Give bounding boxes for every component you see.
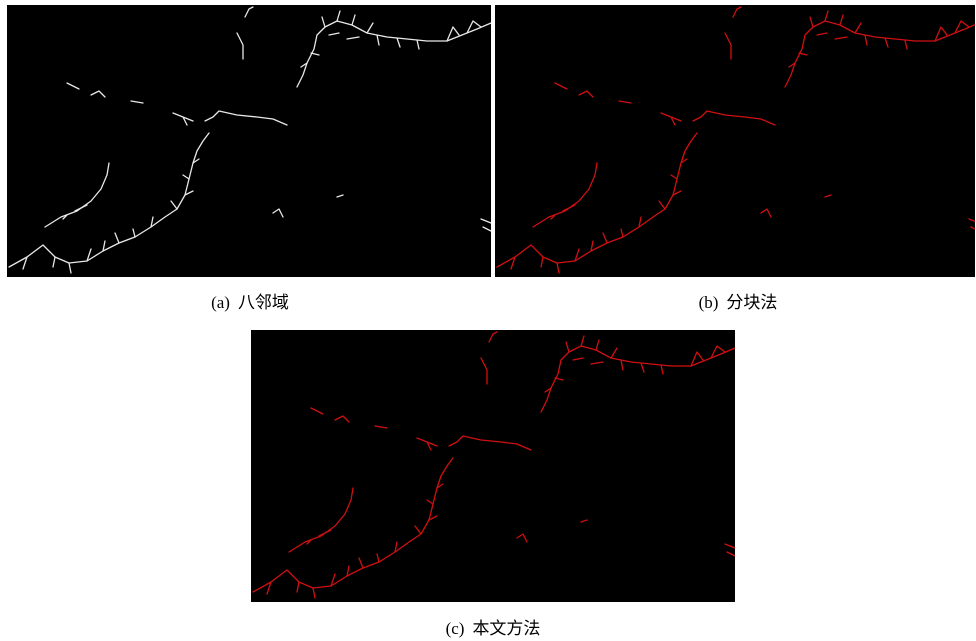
caption-b: (b) 分块法 bbox=[588, 288, 888, 313]
caption-text: 本文方法 bbox=[472, 619, 540, 638]
caption-label: (b) bbox=[699, 293, 719, 312]
image-proposed-method bbox=[251, 330, 735, 602]
image-eight-neighborhood bbox=[7, 5, 491, 277]
caption-text: 八邻域 bbox=[238, 293, 289, 312]
figure-page: (a)八邻域 (b)分块法 (c)本文方法 (() => { const dat… bbox=[0, 0, 976, 641]
skeleton-red bbox=[251, 330, 735, 602]
caption-text: 分块法 bbox=[726, 293, 777, 312]
caption-a: (a) 八邻域 bbox=[100, 288, 400, 313]
image-block-method bbox=[495, 5, 975, 277]
caption-label: (a) bbox=[211, 293, 230, 312]
skeleton-white bbox=[7, 5, 491, 277]
skeleton-red bbox=[495, 5, 975, 277]
caption-c: (c) 本文方法 bbox=[343, 614, 643, 639]
caption-label: (c) bbox=[446, 619, 465, 638]
